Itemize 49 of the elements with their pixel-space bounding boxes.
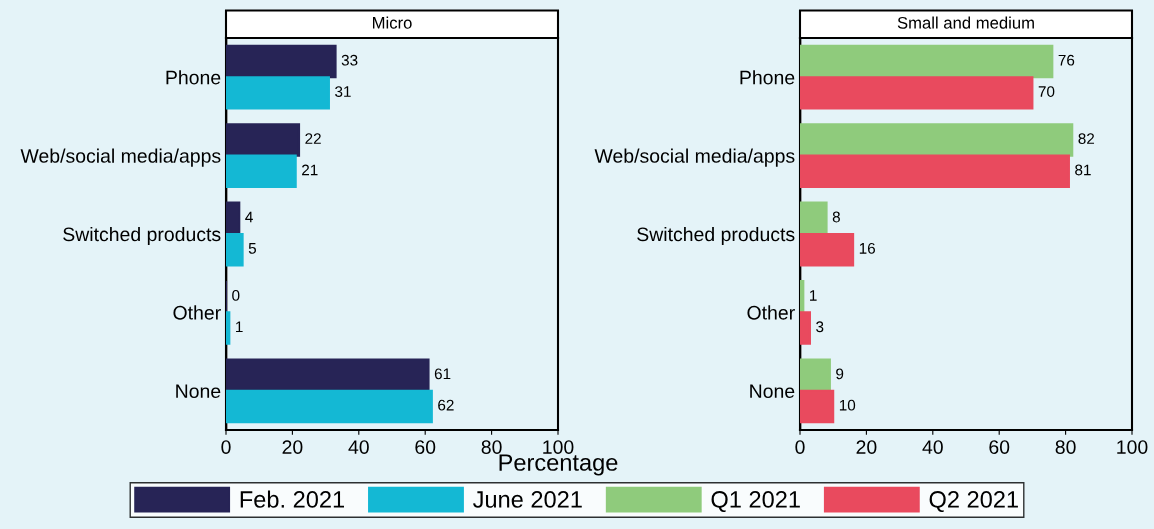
x-tick-label: 20 bbox=[282, 440, 303, 454]
data-label: 16 bbox=[859, 242, 875, 254]
x-tick-label: 0 bbox=[221, 440, 231, 454]
data-label: 1 bbox=[236, 321, 243, 333]
legend-label: Feb. 2021 bbox=[240, 490, 344, 508]
data-label: 61 bbox=[434, 368, 451, 380]
data-label: 8 bbox=[832, 211, 840, 223]
data-label: 81 bbox=[1075, 164, 1091, 176]
x-tick-label: 80 bbox=[481, 440, 502, 454]
y-tick-label: Phone bbox=[740, 70, 795, 85]
data-label: 62 bbox=[438, 399, 454, 411]
chart-title: Micro bbox=[373, 16, 412, 29]
chart-title: Small and medium bbox=[897, 16, 1034, 29]
legend-label: Q2 2021 bbox=[929, 491, 1018, 513]
data-label: 31 bbox=[335, 86, 351, 97]
x-tick-label: 40 bbox=[922, 440, 943, 454]
data-label: 0 bbox=[232, 290, 240, 301]
data-label: 5 bbox=[248, 243, 257, 254]
y-tick-label: Web/social media/apps bbox=[20, 148, 221, 167]
legend-label: June 2021 bbox=[473, 491, 582, 508]
y-tick-label: None bbox=[176, 384, 221, 399]
data-label: 10 bbox=[839, 399, 856, 411]
x-tick-label: 100 bbox=[1117, 440, 1148, 454]
y-tick-label: Switched products bbox=[63, 226, 221, 246]
data-label: 82 bbox=[1078, 133, 1095, 145]
x-tick-label: 0 bbox=[795, 440, 805, 454]
data-label: 1 bbox=[810, 290, 817, 301]
data-label: 70 bbox=[1038, 86, 1055, 97]
data-label: 76 bbox=[1058, 54, 1075, 66]
x-axis-title: Percentage bbox=[499, 454, 618, 476]
x-tick-label: 100 bbox=[543, 440, 574, 454]
data-label: 33 bbox=[341, 54, 358, 66]
legend-label: Q1 2021 bbox=[711, 491, 800, 513]
data-label: 21 bbox=[302, 164, 318, 176]
x-tick-label: 60 bbox=[989, 440, 1010, 454]
x-tick-label: 80 bbox=[1055, 440, 1076, 454]
data-label: 22 bbox=[305, 133, 321, 144]
data-label: 3 bbox=[816, 321, 824, 333]
y-tick-label: None bbox=[750, 384, 795, 399]
y-tick-label: Phone bbox=[166, 70, 221, 85]
x-tick-label: 60 bbox=[415, 440, 436, 454]
data-label: 4 bbox=[245, 211, 253, 223]
y-tick-label: Web/social media/apps bbox=[594, 148, 795, 167]
x-tick-label: 20 bbox=[856, 440, 877, 454]
x-tick-label: 40 bbox=[348, 440, 369, 454]
y-tick-label: Switched products bbox=[637, 226, 795, 246]
y-tick-label: Other bbox=[747, 305, 795, 320]
data-label: 9 bbox=[836, 368, 844, 380]
y-tick-label: Other bbox=[173, 305, 221, 320]
